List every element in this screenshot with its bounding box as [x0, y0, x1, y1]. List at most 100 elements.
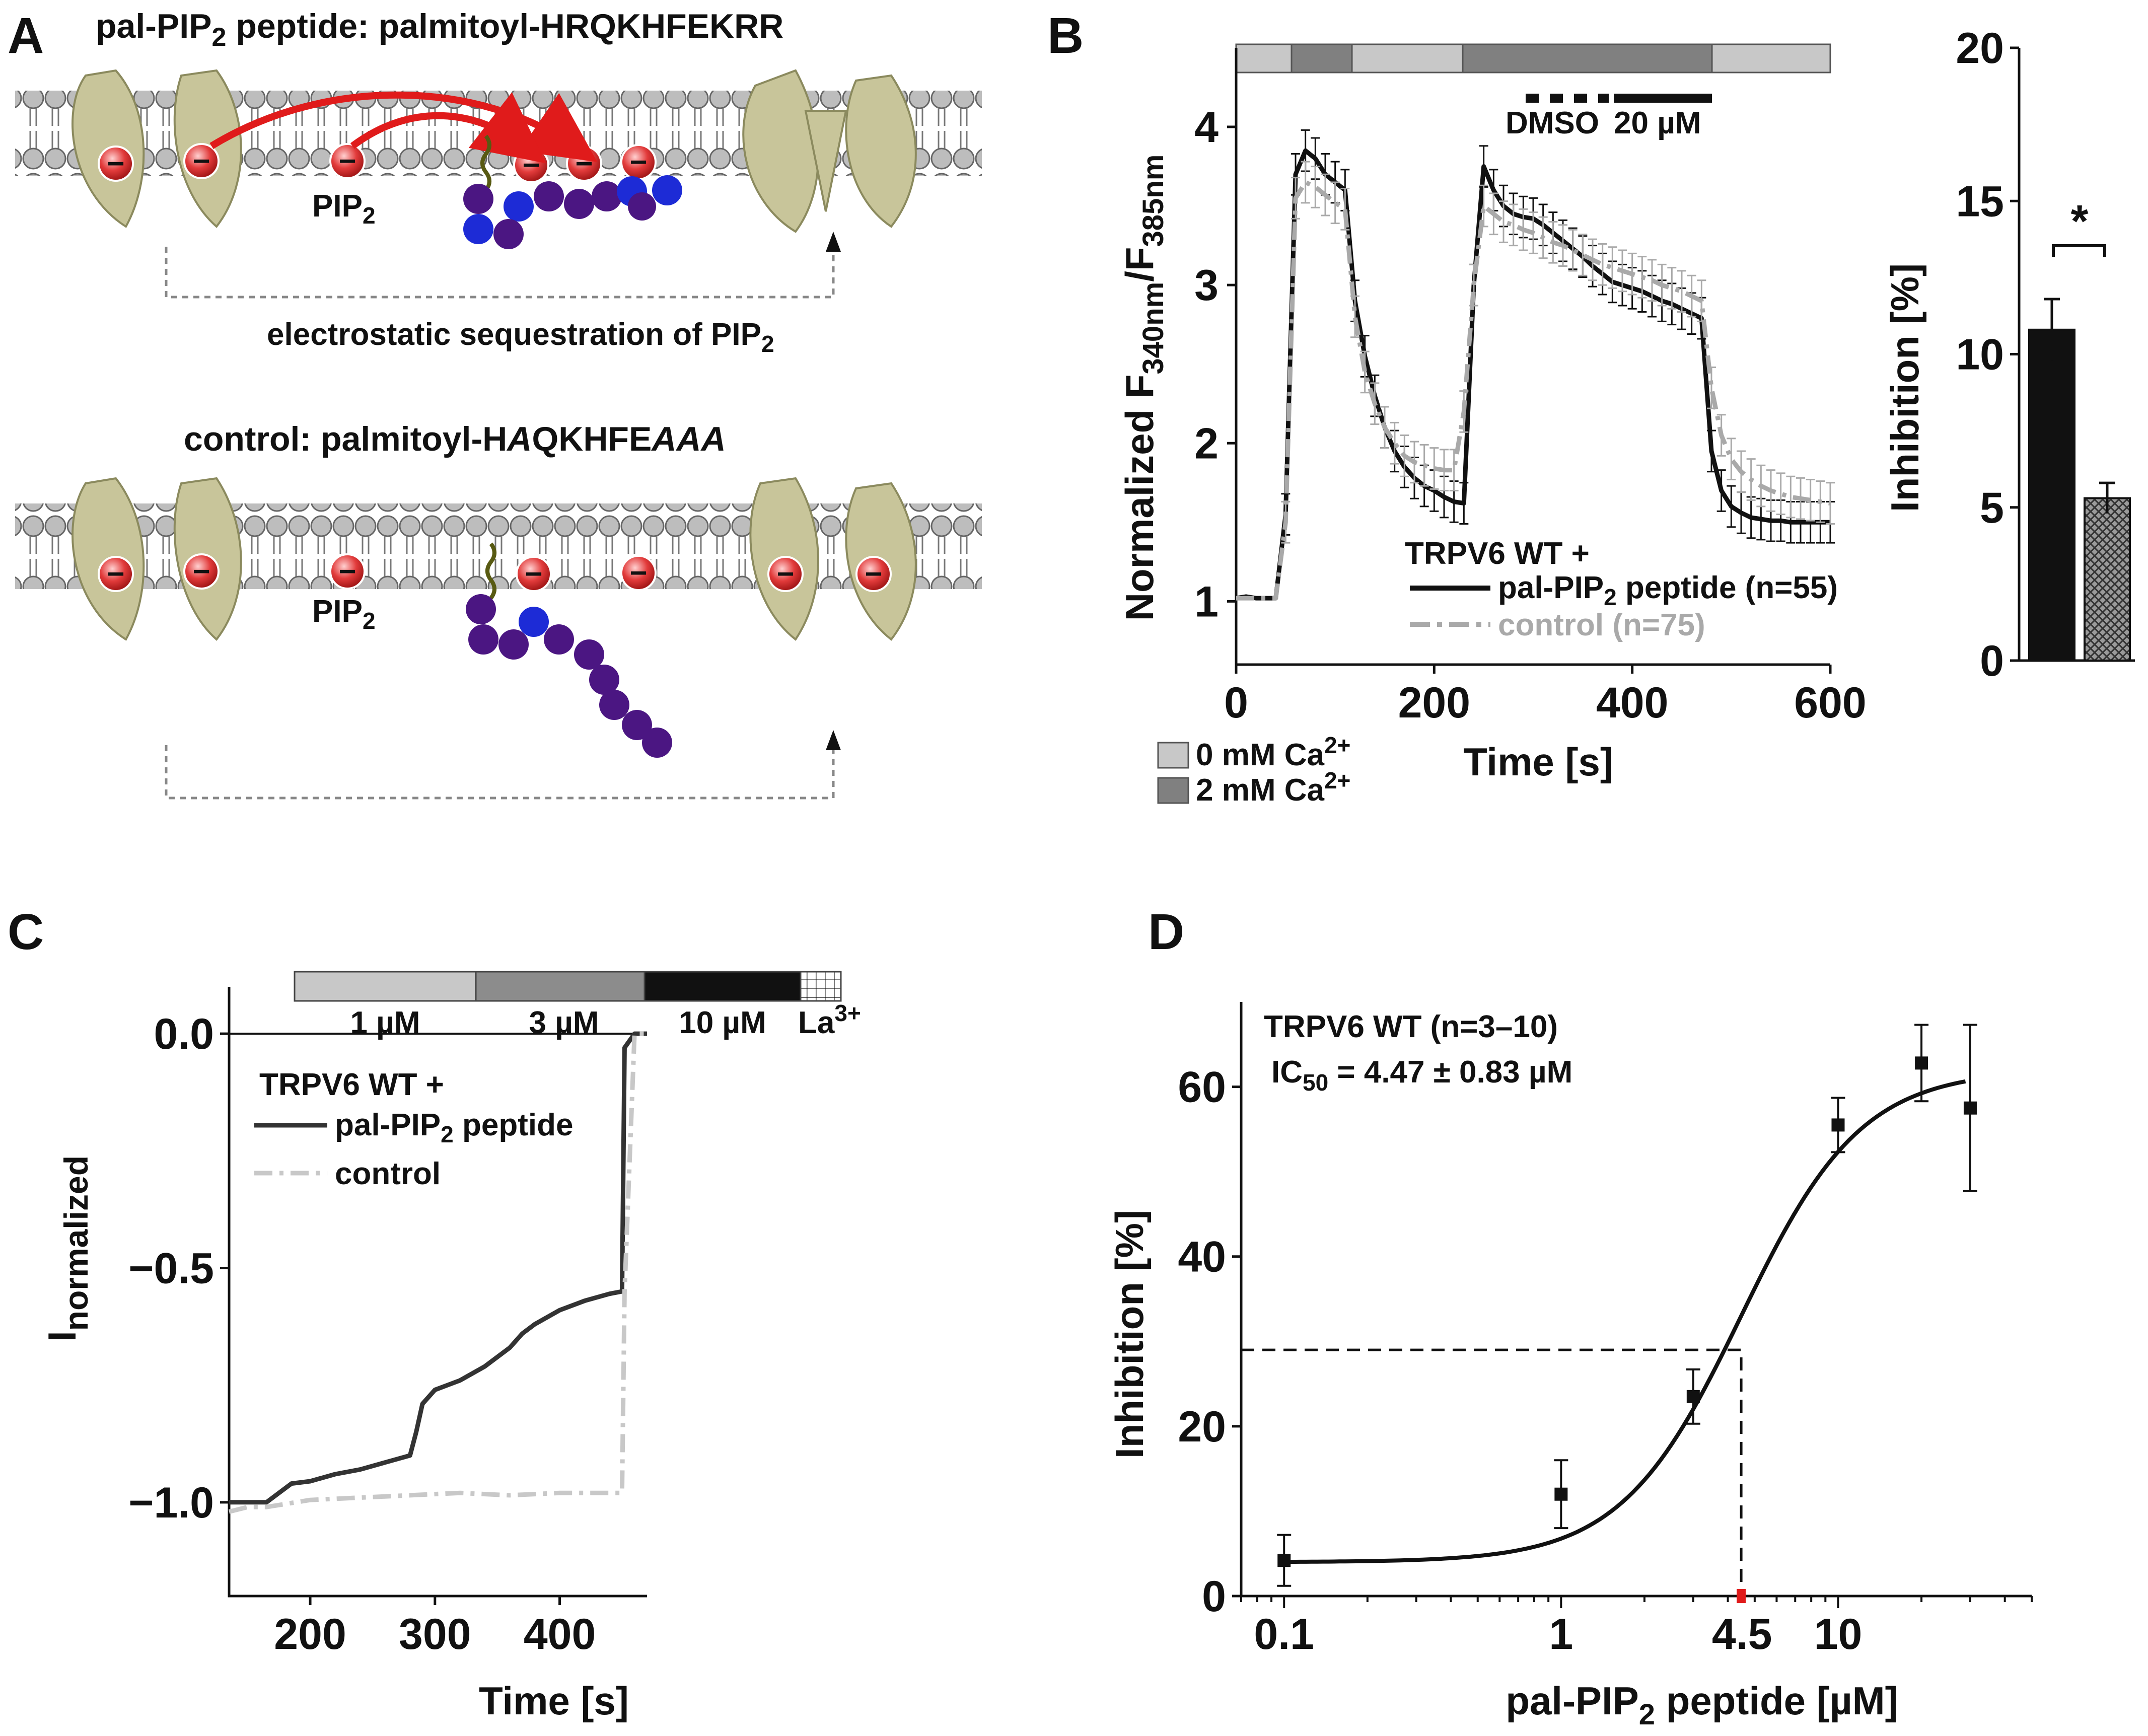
panel-b-bar-axes: 0 5 10 15 20 — [1956, 24, 2135, 685]
b-xtick-label: 0 — [1224, 679, 1248, 727]
b-ytick-label: 3 — [1194, 261, 1219, 310]
peptide-chain-bottom — [466, 542, 672, 758]
b-ytick-label: 2 — [1194, 419, 1219, 468]
panel-a: A pal-PIP2 peptide: palmitoyl-HRQKHFEKRR… — [8, 7, 982, 800]
b-series-control — [1236, 180, 1831, 601]
panel-c-legend: TRPV6 WT + pal-PIP2 peptide control — [254, 1067, 573, 1191]
conc-label: 3 µM — [529, 1005, 599, 1040]
c-xtick-label: 300 — [399, 1610, 471, 1658]
annotation-conc: 20 µM — [1614, 106, 1701, 140]
bar-peptide — [2028, 328, 2075, 662]
d-fit-curve — [1284, 1079, 1966, 1564]
panel-d: D 0.1 1 4.5 10 0 20 40 60 TRPV6 WT (n=3–10) IC5… — [1107, 904, 2033, 1731]
conc-segment — [294, 971, 477, 1002]
b-ytick-label: 1 — [1194, 577, 1219, 626]
panel-c-xlabel: Time [s] — [479, 1679, 629, 1723]
conc-segment — [800, 971, 842, 1002]
svg-text:−: − — [629, 556, 647, 590]
panel-c-ylabel: Inormalized — [40, 1155, 95, 1342]
bar-control — [2084, 497, 2131, 662]
buffer-segment — [1291, 43, 1353, 74]
panel-d-letter: D — [1148, 904, 1184, 960]
svg-text:−: − — [192, 554, 210, 588]
significance-bracket — [2052, 244, 2106, 257]
bb-ytick-label: 10 — [1956, 331, 2004, 379]
significance-star: * — [2070, 196, 2088, 247]
d-xtick-label: 1 — [1549, 1610, 1573, 1658]
panel-d-ylabel: Inhibition [%] — [1107, 1210, 1152, 1459]
panel-d-annotation: TRPV6 WT (n=3–10) — [1264, 1009, 1558, 1044]
panel-a-control-title: control: palmitoyl-HAQKHFEAAA — [184, 420, 726, 458]
panel-b-ylabel: Normalized F340nm/F385nm — [1117, 155, 1170, 621]
d-data-point — [1277, 1554, 1291, 1567]
peptide-chain-top — [463, 134, 682, 249]
panel-a-top-title: pal-PIP2 peptide: palmitoyl-HRQKHFEKRR — [96, 7, 783, 52]
c-series-peptide — [229, 1031, 647, 1505]
panel-c-axes: 200 300 400 0.0 −0.5 −1.0 — [128, 987, 647, 1658]
panel-b-bars — [2028, 298, 2131, 662]
panel-d-series — [1241, 1024, 1977, 1603]
sequestration-bracket — [165, 247, 835, 299]
panel-a-letter: A — [8, 8, 44, 64]
legend-c-control: control — [335, 1156, 441, 1191]
panel-d-axes: 0.1 1 4.5 10 0 20 40 60 — [1178, 1002, 2033, 1658]
conc-label-la-sup: 3+ — [834, 1000, 861, 1026]
d-ytick-label: 40 — [1178, 1233, 1226, 1281]
conc-segment — [475, 971, 646, 1002]
c-ytick-label: −1.0 — [128, 1479, 214, 1527]
svg-text:−: − — [776, 557, 794, 591]
legend-c-title: TRPV6 WT + — [259, 1067, 444, 1102]
c-xtick-label: 200 — [274, 1610, 346, 1658]
conc-label: 1 µM — [350, 1005, 420, 1040]
sequestration-label: electrostatic sequestration of PIP2 — [267, 317, 774, 357]
d-data-point — [1686, 1390, 1700, 1403]
d-ic50-guide — [1241, 1348, 1743, 1596]
d-data-point — [1915, 1056, 1928, 1070]
conc-label: 10 µM — [679, 1005, 766, 1040]
panel-b-legend: TRPV6 WT + pal-PIP2 peptide (n=55) contr… — [1405, 536, 1838, 642]
d-axis-lines — [1240, 1002, 2032, 1598]
d-xtick-label: 10 — [1814, 1610, 1863, 1658]
c-ytick-label: 0.0 — [154, 1010, 214, 1058]
d-xtick-label: 0.1 — [1254, 1610, 1314, 1658]
c-series-control — [228, 1031, 647, 1514]
sequestration-arrow-2 — [350, 92, 546, 164]
pip2-charges-bottom: − − − − − − − — [98, 553, 892, 592]
c-axis-lines — [228, 987, 647, 1598]
conc-segment — [643, 971, 802, 1002]
d-ytick-label: 20 — [1178, 1403, 1226, 1451]
panel-c-letter: C — [8, 904, 44, 960]
legend-c-peptide: pal-PIP2 peptide — [335, 1108, 573, 1147]
panel-b-letter: B — [1047, 8, 1084, 64]
d-xtick-label: 4.5 — [1712, 1610, 1772, 1658]
d-data-point — [1554, 1487, 1568, 1501]
svg-text:−: − — [338, 144, 356, 178]
buffer-segment — [1351, 43, 1464, 74]
d-data-point — [1963, 1101, 1977, 1115]
svg-text:−: − — [522, 148, 540, 182]
svg-text:−: − — [192, 144, 210, 178]
conc-label-la: La3+ — [798, 1000, 861, 1040]
buffer-bar — [1235, 43, 1831, 74]
d-ytick-label: 60 — [1178, 1063, 1226, 1112]
channel-proteins-top — [71, 69, 917, 233]
annotation-dmso: DMSO — [1506, 106, 1599, 140]
buffer-segment — [1462, 43, 1713, 74]
bb-ytick-label: 20 — [1956, 24, 2004, 73]
legend-b-control: control (n=75) — [1498, 608, 1705, 642]
concentration-bar: 1 µM 3 µM 10 µM La3+ — [294, 971, 861, 1040]
legend-b-peptide: pal-PIP2 peptide (n=55) — [1498, 570, 1838, 610]
b-xtick-label: 200 — [1398, 679, 1471, 727]
svg-text:−: − — [338, 554, 356, 588]
svg-text:−: − — [865, 557, 882, 591]
svg-text:−: − — [107, 557, 124, 591]
control-bracket — [165, 745, 835, 800]
c-ytick-label: −0.5 — [128, 1244, 214, 1292]
b-xtick-label: 600 — [1794, 679, 1867, 727]
pip2-label-bottom: PIP2 — [312, 594, 376, 634]
panel-b-bar-ylabel: Inhibition [%] — [1883, 263, 1927, 512]
panel-b-axes: 0 200 400 600 1 2 3 4 — [1194, 48, 1867, 727]
b-ytick-label: 4 — [1194, 103, 1219, 152]
buffer-segment — [1235, 43, 1293, 74]
buffer-segment — [1711, 43, 1831, 74]
